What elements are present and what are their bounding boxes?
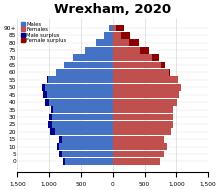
Bar [113, 158, 160, 165]
Bar [65, 158, 113, 165]
Bar [52, 121, 113, 128]
Bar [113, 151, 164, 157]
Bar [73, 54, 113, 61]
Bar [113, 106, 172, 113]
Bar [45, 84, 113, 91]
Bar [59, 151, 62, 157]
Bar [62, 136, 113, 142]
Bar [48, 121, 52, 128]
Bar [52, 114, 113, 120]
Bar [113, 91, 179, 98]
Legend: Males, Females, Male surplus, Female surplus: Males, Females, Male surplus, Female sur… [21, 21, 67, 44]
Bar [47, 77, 48, 83]
Bar [53, 106, 113, 113]
Bar [104, 32, 113, 39]
Bar [116, 25, 124, 32]
Bar [113, 25, 116, 32]
Title: Wrexham, 2020: Wrexham, 2020 [54, 3, 171, 17]
Bar [113, 62, 161, 69]
Bar [113, 47, 140, 54]
Bar [113, 99, 177, 105]
Bar [113, 114, 173, 120]
Bar [113, 54, 152, 61]
Bar [113, 121, 173, 128]
Bar [42, 84, 45, 91]
Bar [152, 54, 159, 61]
Bar [113, 32, 121, 39]
Bar [49, 99, 113, 105]
Bar [55, 128, 113, 135]
Bar [64, 62, 113, 69]
Bar [62, 158, 65, 165]
Bar [56, 69, 113, 76]
Bar [45, 99, 49, 105]
Bar [43, 91, 47, 98]
Bar [47, 91, 113, 98]
Bar [113, 84, 181, 91]
Bar [113, 69, 169, 76]
Bar [109, 25, 113, 32]
Bar [113, 128, 171, 135]
Bar [49, 114, 52, 120]
Bar [59, 136, 62, 142]
Bar [59, 143, 113, 150]
Bar [113, 143, 167, 150]
Bar [140, 47, 149, 54]
Bar [96, 40, 113, 46]
Bar [48, 77, 113, 83]
Bar [113, 136, 164, 142]
Bar [50, 128, 55, 135]
Bar [113, 77, 178, 83]
Bar [113, 40, 129, 46]
Bar [62, 151, 113, 157]
Bar [129, 40, 139, 46]
Bar [51, 106, 53, 113]
Bar [161, 62, 165, 69]
Bar [57, 143, 59, 150]
Bar [85, 47, 113, 54]
Bar [169, 69, 170, 76]
Bar [121, 32, 130, 39]
